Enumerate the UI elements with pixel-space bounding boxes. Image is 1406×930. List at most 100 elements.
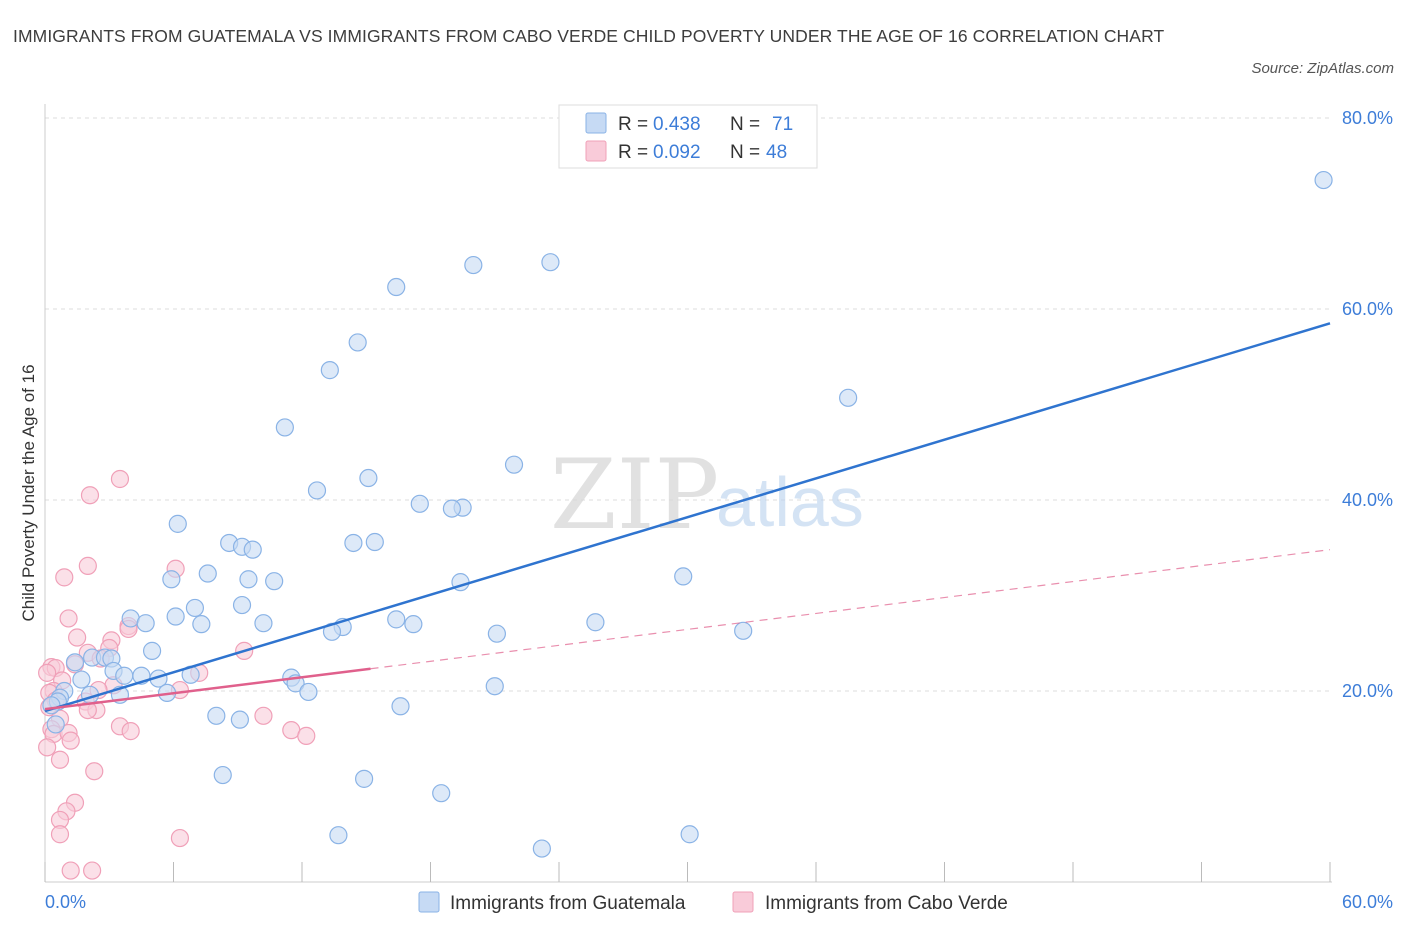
guatemala-point-32	[254, 614, 273, 633]
guatemala-point-20	[198, 564, 217, 583]
guatemala-point-34	[586, 613, 605, 632]
guatemala-point-63	[230, 710, 249, 729]
trend-line-caboverde-dashed	[370, 549, 1331, 670]
guatemala-point-54	[299, 682, 318, 702]
series-legend-swatch-guatemala	[418, 891, 440, 913]
guatemala-point-65	[46, 715, 65, 734]
legend-r-label-guatemala: R =	[618, 114, 648, 135]
y-tick-label-1: 40.0%	[1342, 490, 1393, 510]
caboverde-point-49	[83, 861, 102, 880]
guatemala-point-22	[162, 570, 181, 589]
guatemala-point-10	[307, 481, 327, 500]
guatemala-point-66	[213, 765, 232, 785]
guatemala-point-27	[185, 598, 205, 618]
watermark: ZIP atlas	[550, 439, 864, 551]
guatemala-point-0	[1314, 170, 1333, 190]
caboverde-point-0	[110, 469, 130, 489]
caboverde-point-5	[59, 609, 78, 628]
guatemala-point-3	[387, 277, 406, 297]
guatemala-point-68	[432, 784, 451, 803]
legend-n-value-guatemala: 71	[772, 114, 793, 135]
guatemala-point-71	[532, 839, 551, 858]
legend-r-value-caboverde: 0.092	[653, 142, 701, 163]
caboverde-point-41	[50, 750, 70, 769]
guatemala-point-30	[387, 610, 406, 629]
y-tick-label-0: 20.0%	[1342, 681, 1393, 701]
guatemala-point-26	[232, 595, 252, 615]
y-tick-label-3: 80.0%	[1342, 108, 1393, 128]
guatemala-point-29	[121, 609, 140, 628]
source-label: Source: ZipAtlas.com	[1251, 60, 1394, 77]
x-tick-label-1: 60.0%	[1342, 892, 1393, 912]
guatemala-point-23	[239, 570, 258, 589]
caboverde-point-1	[80, 486, 100, 505]
guatemala-point-70	[680, 825, 699, 844]
guatemala-point-35	[404, 615, 423, 634]
guatemala-point-1	[541, 253, 560, 272]
guatemala-point-67	[355, 769, 374, 788]
caboverde-point-4	[55, 568, 74, 587]
guatemala-point-7	[275, 418, 294, 437]
series-guatemala-points	[42, 170, 1333, 858]
guatemala-point-44	[65, 653, 85, 672]
guatemala-point-61	[391, 697, 410, 716]
x-tick-labels: 0.0% 60.0%	[45, 892, 1393, 912]
guatemala-point-21	[674, 567, 693, 586]
series-legend-label-guatemala: Immigrants from Guatemala	[450, 893, 686, 914]
guatemala-point-28	[166, 607, 185, 626]
guatemala-point-52	[72, 670, 91, 689]
caboverde-point-30	[254, 706, 273, 725]
legend-n-value-caboverde: 48	[766, 142, 787, 163]
guatemala-point-8	[504, 455, 524, 474]
guatemala-point-14	[168, 514, 187, 533]
stats-legend: R = 0.438 N = 71 R = 0.092 N = 48	[558, 104, 818, 169]
guatemala-point-2	[464, 255, 483, 275]
guatemala-point-11	[410, 494, 429, 513]
caboverde-point-34	[121, 722, 140, 741]
guatemala-point-55	[485, 677, 504, 696]
caboverde-point-47	[170, 828, 190, 848]
caboverde-point-40	[38, 738, 57, 757]
chart-title: IMMIGRANTS FROM GUATEMALA VS IMMIGRANTS …	[13, 26, 1165, 46]
guatemala-point-5	[320, 361, 339, 380]
y-axis-title: Child Poverty Under the Age of 16	[19, 364, 38, 621]
series-legend-swatch-caboverde	[732, 891, 754, 913]
y-tick-labels: 20.0% 40.0% 60.0% 80.0%	[1342, 108, 1393, 701]
caboverde-point-48	[61, 861, 80, 880]
guatemala-point-16	[344, 533, 363, 553]
guatemala-point-38	[487, 624, 506, 643]
guatemala-point-49	[115, 666, 134, 685]
guatemala-point-39	[734, 621, 753, 640]
guatemala-point-17	[365, 532, 384, 552]
y-tick-label-2: 60.0%	[1342, 299, 1393, 319]
trend-line-guatemala	[44, 322, 1331, 713]
legend-swatch-guatemala	[585, 112, 607, 134]
legend-r-value-guatemala: 0.438	[653, 114, 701, 135]
caboverde-point-18	[38, 663, 57, 682]
caboverde-point-36	[297, 726, 316, 745]
series-legend-label-caboverde: Immigrants from Cabo Verde	[765, 893, 1008, 914]
caboverde-point-39	[61, 731, 80, 750]
caboverde-point-3	[78, 556, 97, 575]
guatemala-point-33	[192, 615, 211, 634]
guatemala-point-31	[136, 614, 155, 633]
guatemala-point-9	[359, 468, 378, 488]
guatemala-point-40	[142, 641, 162, 660]
legend-swatch-caboverde	[585, 140, 607, 162]
trend-line-caboverde-solid	[44, 667, 371, 711]
series-legend: Immigrants from Guatemala Immigrants fro…	[418, 891, 1008, 914]
guatemala-point-69	[329, 826, 348, 845]
guatemala-point-6	[839, 388, 858, 407]
legend-n-label-guatemala: N =	[730, 114, 760, 135]
caboverde-point-42	[85, 762, 104, 781]
x-tick-label-0: 0.0%	[45, 892, 86, 912]
guatemala-point-24	[265, 572, 284, 591]
guatemala-point-13	[442, 499, 462, 518]
guatemala-point-62	[207, 706, 226, 725]
trend-lines	[44, 322, 1331, 713]
guatemala-point-19	[243, 540, 262, 559]
caboverde-point-46	[50, 825, 70, 844]
guatemala-point-4	[348, 333, 367, 352]
caboverde-point-8	[68, 628, 87, 647]
